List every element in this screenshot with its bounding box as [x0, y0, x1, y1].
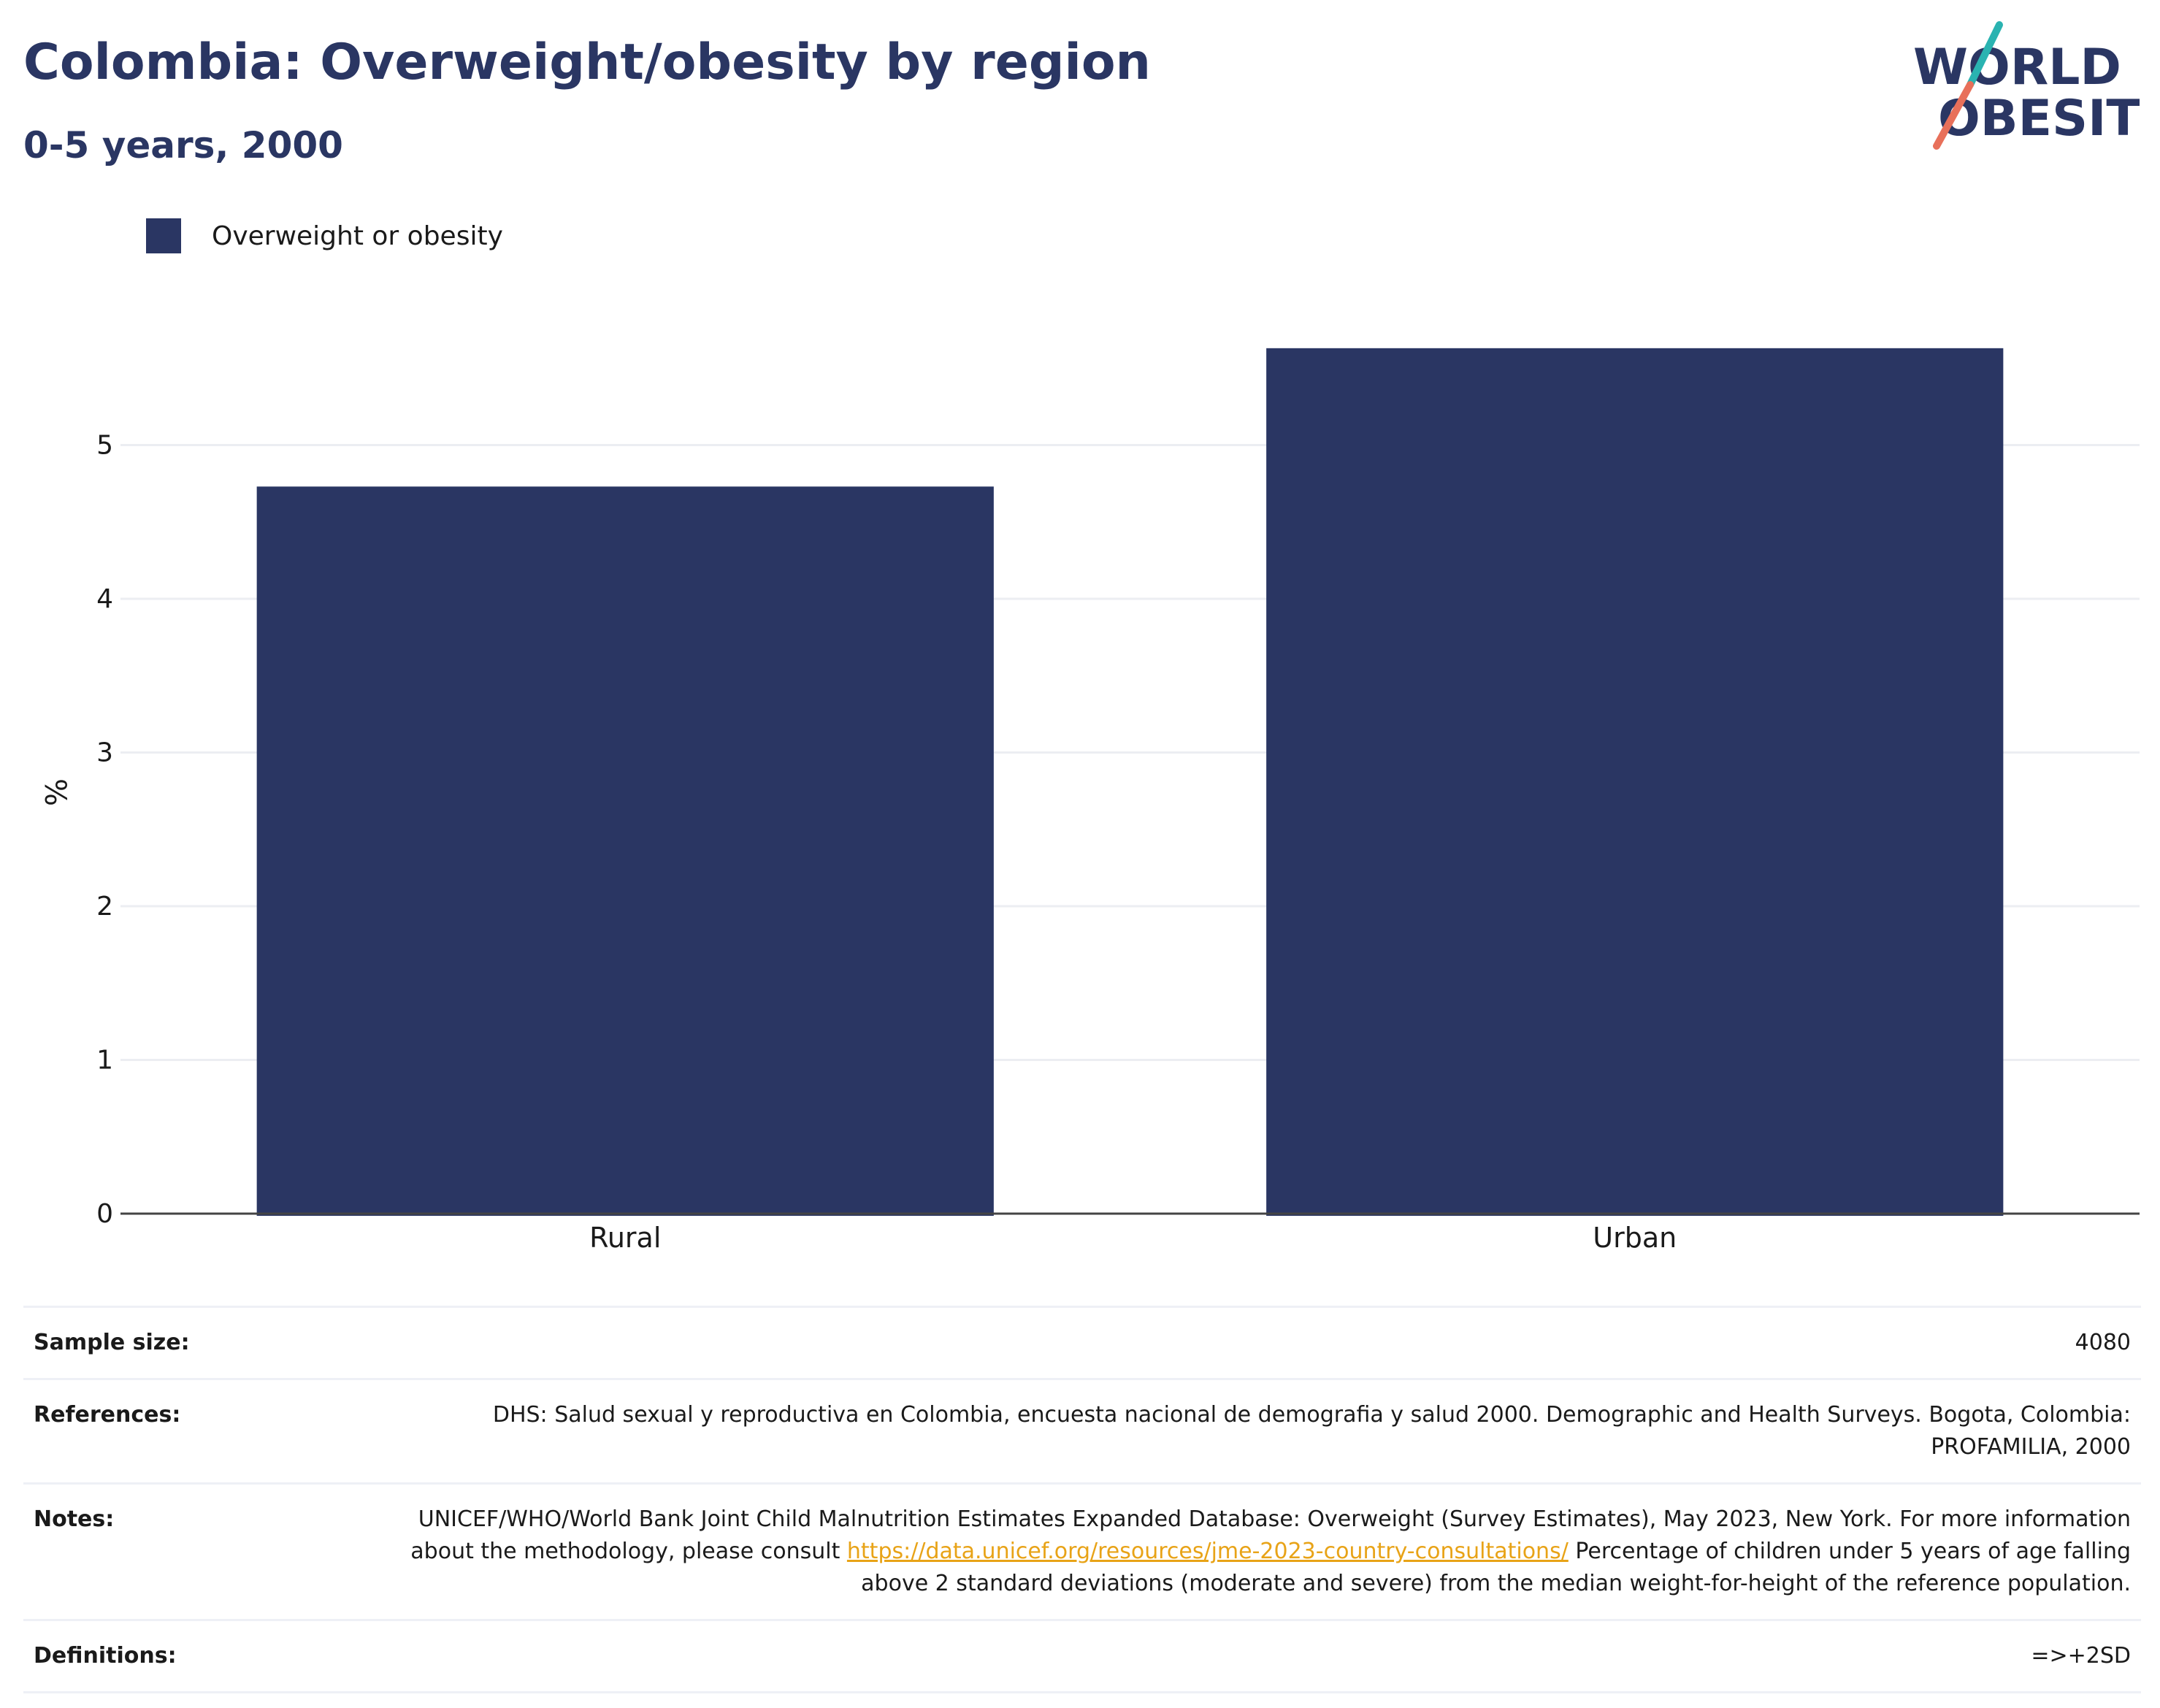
logo-word-world: WORLD — [1913, 39, 2121, 96]
y-axis-title: % — [38, 778, 72, 806]
world-obesity-logo: WORLD OBESITY — [1899, 15, 2160, 161]
info-row-definitions: Definitions: =>+2SD — [23, 1620, 2141, 1693]
chart-title: Colombia: Overweight/obesity by region — [23, 34, 1151, 91]
info-key: Definitions: — [34, 1643, 177, 1669]
info-key: Sample size: — [34, 1330, 190, 1355]
bar-urban — [1266, 348, 2004, 1216]
legend-swatch — [146, 218, 181, 253]
info-row-sample-size: Sample size: 4080 — [23, 1306, 2141, 1379]
notes-text-before: UNICEF/WHO/World Bank Joint Child Malnut… — [410, 1506, 2131, 1564]
info-value: DHS: Salud sexual y reproductiva en Colo… — [492, 1402, 2131, 1460]
y-tick-label: 1 — [96, 1045, 113, 1075]
notes-text-after: Percentage of children under 5 years of … — [861, 1539, 2131, 1596]
y-tick-label: 3 — [96, 738, 113, 767]
legend-label: Overweight or obesity — [212, 221, 503, 251]
chart-subtitle: 0-5 years, 2000 — [23, 124, 343, 166]
logo-slash-teal — [1966, 21, 2003, 88]
info-table: Sample size: 4080 References: DHS: Salud… — [23, 1306, 2141, 1693]
y-tick-label: 0 — [96, 1199, 113, 1229]
info-value: =>+2SD — [2031, 1643, 2131, 1669]
notes-link[interactable]: https://data.unicef.org/resources/jme-20… — [846, 1539, 1569, 1564]
y-tick-label: 2 — [96, 892, 113, 922]
info-value: UNICEF/WHO/World Bank Joint Child Malnut… — [351, 1484, 2141, 1620]
info-key: Notes: — [34, 1506, 115, 1532]
legend: Overweight or obesity — [146, 218, 503, 254]
bar-chart: 0 1 2 3 4 5 Rural Urban% — [38, 348, 2140, 1254]
y-tick-label: 5 — [96, 430, 113, 460]
info-key: References: — [34, 1402, 181, 1428]
logo-slash-coral — [1933, 81, 1974, 150]
x-tick-label: Urban — [1593, 1222, 1677, 1254]
bar-rural — [256, 486, 994, 1216]
x-tick-label: Rural — [589, 1222, 661, 1254]
info-value: 4080 — [2075, 1330, 2131, 1355]
info-row-references: References: DHS: Salud sexual y reproduc… — [23, 1379, 2141, 1484]
y-tick-label: 4 — [96, 584, 113, 614]
logo-word-obesity: OBESITY — [1938, 90, 2140, 148]
info-row-notes: Notes: UNICEF/WHO/World Bank Joint Child… — [23, 1483, 2141, 1620]
